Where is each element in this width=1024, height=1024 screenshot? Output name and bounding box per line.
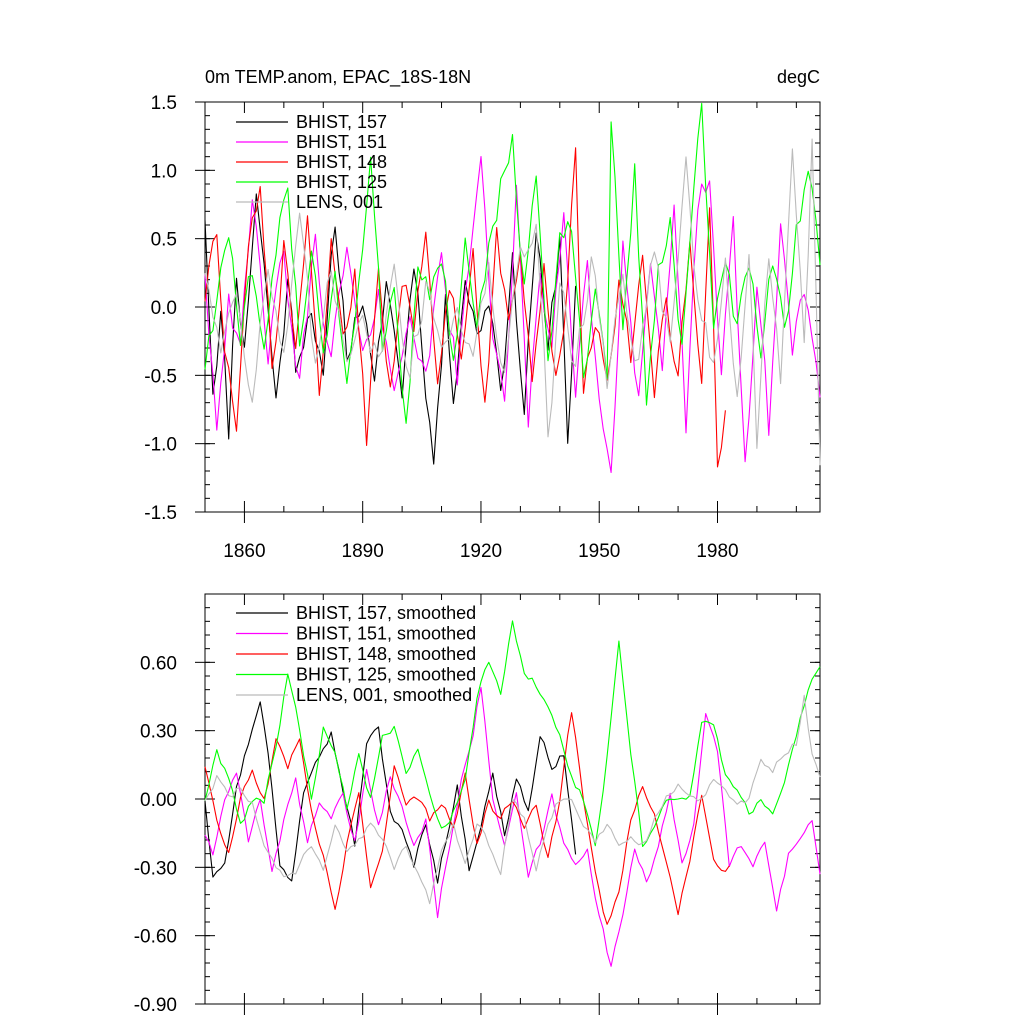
bot-y-tick-label: -0.60 [134, 927, 177, 948]
top-y-tick-label: 0.0 [151, 298, 177, 319]
top-series-line-3 [204, 147, 726, 468]
top-plot-area [204, 102, 821, 474]
top-x-tick-label: 1860 [223, 541, 265, 562]
bot-series-line-1 [204, 701, 577, 884]
bot-y-tick-label: 0.60 [140, 653, 177, 674]
top-x-tick-label: 1980 [696, 541, 738, 562]
bot-series-line-2 [204, 686, 821, 967]
bot-series-line-5 [204, 694, 821, 905]
top-y-tick-label: -1.0 [144, 435, 177, 456]
bot-legend-label: BHIST, 157, smoothed [296, 603, 476, 623]
top-legend-label: BHIST, 151 [296, 132, 387, 152]
top-y-tick-label: -0.5 [144, 366, 177, 387]
top-legend-label: BHIST, 157 [296, 112, 387, 132]
top-x-tick-label: 1890 [342, 541, 384, 562]
bot-legend-label: BHIST, 125, smoothed [296, 665, 476, 685]
bot-legend-label: LENS, 001, smoothed [296, 685, 472, 705]
top-x-tick-label: 1950 [578, 541, 620, 562]
top-series-line-2 [204, 156, 821, 474]
bot-series-line-4 [204, 620, 821, 848]
top-x-axis: 1860 1890 1920 1950 1980 [204, 102, 797, 562]
top-y-tick-label: 1.0 [151, 161, 177, 182]
bot-series-line-3 [204, 712, 730, 925]
bot-legend-label: BHIST, 151, smoothed [296, 624, 476, 644]
top-legend-label: LENS, 001 [296, 192, 383, 212]
top-y-tick-label: 0.5 [151, 230, 177, 251]
top-series-line-5 [204, 138, 821, 466]
bot-y-tick-label: 0.30 [140, 722, 177, 743]
bottom-plot-area [204, 620, 821, 967]
top-y-tick-label: -1.5 [144, 503, 177, 524]
bot-y-tick-label: -0.30 [134, 858, 177, 879]
top-chart-units: degC [777, 67, 820, 87]
bottom-y-axis: -0.90 -0.60 -0.30 0.00 0.30 0.60 [134, 593, 820, 1016]
bot-legend-label: BHIST, 148, smoothed [296, 644, 476, 664]
top-legend-label: BHIST, 148 [296, 152, 387, 172]
bot-y-tick-label: -0.90 [134, 995, 177, 1016]
bot-y-tick-label: 0.00 [140, 790, 177, 811]
top-y-tick-label: 1.5 [151, 93, 177, 114]
top-legend-label: BHIST, 125 [296, 172, 387, 192]
top-chart-title: 0m TEMP.anom, EPAC_18S-18N [205, 67, 471, 88]
top-x-tick-label: 1920 [460, 541, 502, 562]
bottom-x-axis [204, 594, 797, 1015]
